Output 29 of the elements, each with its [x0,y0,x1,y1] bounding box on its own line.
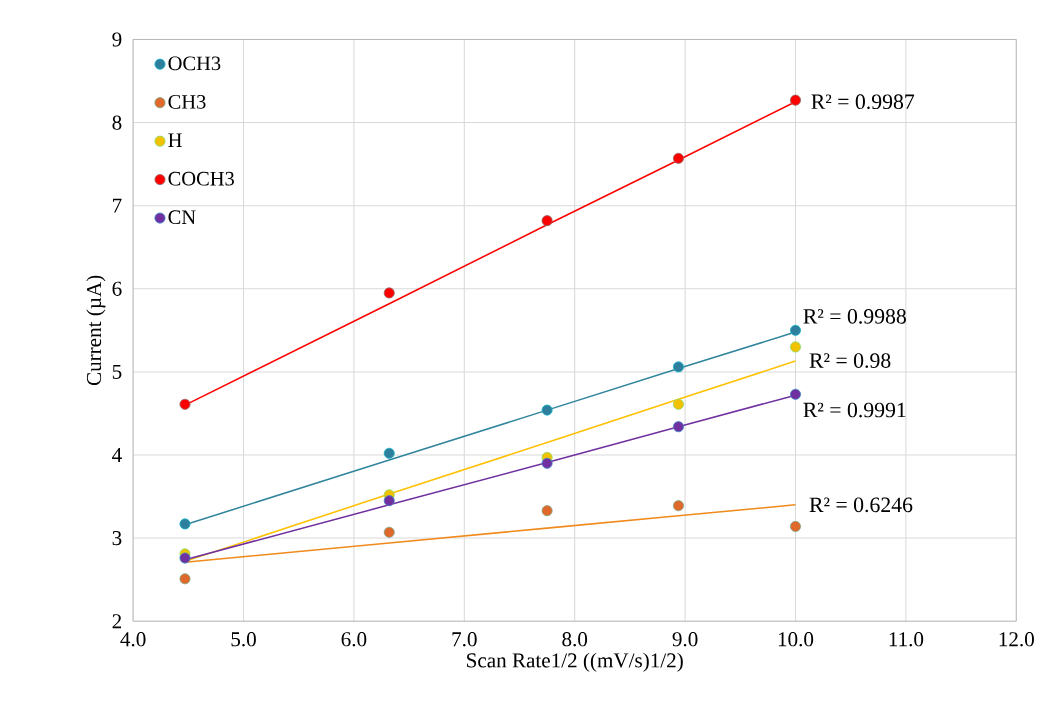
y-tick-label: 2 [112,614,122,629]
y-axis-title: Current (µA) [86,275,106,386]
legend-label: CH3 [168,95,206,109]
x-axis-title: Scan Rate1/2 ((mV/s)1/2) [467,652,683,672]
y-tick-label: 9 [112,32,122,47]
x-tick-label: 7.0 [452,632,477,647]
legend-label: COCH3 [168,171,234,186]
y-tick-label: 6 [112,281,122,296]
y-tick-label: 7 [113,198,122,213]
y-tick-label: 5 [112,364,122,379]
annotation: R² = 0.9988 [803,309,906,324]
x-tick-label: 8.0 [562,632,588,647]
y-tick-label: 4 [112,448,122,463]
annotation: R² = 0.9991 [803,402,906,418]
annotation: R² = 0.6246 [809,497,913,513]
x-tick-label: 11.0 [889,632,924,647]
annotation: R² = 0.9987 [811,94,915,110]
legend-label: H [168,133,182,147]
y-tick-label: 3 [112,531,122,546]
legend-label: OCH3 [168,56,221,71]
y-tick-label: 8 [112,115,122,130]
legend-label: CN [168,210,196,225]
x-tick-label: 9.0 [672,632,698,647]
x-tick-label: 5.0 [231,632,256,647]
x-tick-label: 12.0 [999,632,1034,647]
annotation: R² = 0.98 [809,353,891,369]
x-tick-label: 4.0 [120,632,146,647]
x-tick-label: 10.0 [778,632,814,647]
x-tick-label: 6.0 [341,632,367,647]
